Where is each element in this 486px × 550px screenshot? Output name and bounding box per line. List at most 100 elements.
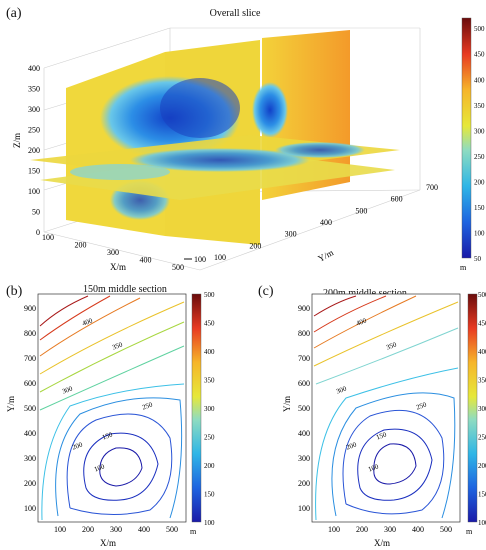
panel-c-x-ticks: 100 200 300 400 500 (328, 525, 452, 534)
panel-c-chart: 100 150 200 250 300 350 400 100 200 300 400 500 10… (282, 291, 486, 548)
panel-a-colorbar-tick: 350 (474, 102, 485, 110)
panel-b-contour-label: 350 (111, 340, 124, 351)
panel-b-y-ticks: 100 200 300 400 500 600 700 800 900 (24, 304, 36, 513)
panel-a-x-tick: 500 (172, 263, 184, 272)
panel-a-xlabel: X/m (110, 262, 126, 272)
panel-a-x-tick: 300 (107, 248, 119, 257)
panel-c-ylabel: Y/m (282, 396, 292, 412)
panel-b-contour-label: 100 (93, 462, 106, 473)
panel-a-colorbar-tick: 100 (474, 229, 485, 237)
panel-a-z-tick: 200 (28, 146, 40, 155)
panel-c-colorbar-tick: 300 (478, 405, 486, 413)
panel-a-y-ticks: 100 200 300 400 500 600 700 (214, 183, 438, 262)
panel-c-x-tick: 400 (412, 525, 424, 534)
panel-b-y-tick: 800 (24, 329, 36, 338)
panel-b-label: (b) (6, 284, 23, 299)
panel-a-z-tick: 300 (28, 105, 40, 114)
panel-b-y-tick: 500 (24, 404, 36, 413)
panel-c-colorbar-tick: 100 (478, 519, 486, 527)
panel-c-colorbar-tick: 250 (478, 434, 486, 442)
panel-a-colorbar-tick: 400 (474, 76, 485, 84)
panel-c-colorbar-tick: 350 (478, 377, 486, 385)
panel-b-contour-label: 150 (101, 430, 114, 441)
panel-c-y-tick: 100 (298, 504, 310, 513)
panel-b-colorbar-tick: 100 (204, 519, 215, 527)
panel-a-zlabel: Z/m (12, 133, 22, 148)
panel-a-z-tick: 0 (36, 228, 40, 237)
panel-c-y-tick: 700 (298, 354, 310, 363)
panel-c-y-tick: 400 (298, 429, 310, 438)
panel-c-y-tick: 300 (298, 454, 310, 463)
panel-b-contour-label: 250 (141, 400, 154, 411)
panel-b-colorbar-tick: 350 (204, 377, 215, 385)
panel-c-x-tick: 200 (356, 525, 368, 534)
panel-b-y-tick: 400 (24, 429, 36, 438)
panel-b-colorbar-tick: 200 (204, 462, 215, 470)
panel-c-colorbar (467, 293, 478, 523)
panel-a-z-tick: 100 (28, 187, 40, 196)
panel-b-x-ticks: 100 200 300 400 500 (54, 525, 178, 534)
panel-c-y-tick: 500 (298, 404, 310, 413)
panel-b-y-tick: 300 (24, 454, 36, 463)
panel-c-x-tick: 100 (328, 525, 340, 534)
panel-a-z-tick: 50 (32, 208, 40, 217)
panel-b-contour-label: 200 (71, 440, 84, 451)
panel-c-colorbar-tick: 200 (478, 462, 486, 470)
panel-a-y-tick: 300 (285, 230, 297, 239)
panel-b-chart: 100 150 200 250 300 350 400 100 200 300 400 500 10… (6, 291, 215, 548)
panel-a-colorbar-tick: 450 (474, 51, 485, 59)
panel-a-z-tick: 350 (28, 85, 40, 94)
panel-a-label: (a) (6, 6, 22, 21)
panel-b-colorbar-tick: 150 (204, 491, 215, 499)
panel-a-colorbar-tick: 150 (474, 204, 485, 212)
panel-a-chart: 0 50 100 150 200 250 300 350 400 100 200 300 400 500… (12, 17, 485, 272)
panel-c-colorbar-tick: 500 (478, 291, 486, 299)
panel-c-contour-label: 100 (367, 462, 380, 473)
panel-b-colorbar-tick: 450 (204, 320, 215, 328)
panel-a-y-tick: 400 (320, 218, 332, 227)
panel-a-z-tick: 150 (28, 167, 40, 176)
panel-a-y-tick: 100 (214, 253, 226, 262)
panel-c-colorbar-tick: 400 (478, 348, 486, 356)
panel-a-colorbar-tick: 500 (474, 25, 485, 33)
panel-c-y-tick: 900 (298, 304, 310, 313)
panel-c-contour-label: 200 (345, 440, 358, 451)
panel-a-y-tick: 600 (391, 195, 403, 204)
panel-a-z-tick: 250 (28, 126, 40, 135)
panel-a-colorbar (461, 17, 472, 259)
panel-a-x-tick: 400 (140, 256, 152, 265)
panel-a-colorbar-ticks: 50 100 150 200 250 300 350 400 450 500 (474, 25, 485, 263)
panel-a-y-tick: 200 (249, 241, 261, 250)
panel-b-contour-label: 400 (81, 316, 94, 327)
panel-b-contour-label: 300 (61, 384, 74, 395)
panel-b-x-tick: 400 (138, 525, 150, 534)
panel-a-x-tick: 100 (42, 233, 54, 242)
panel-b-title: 150m middle section (83, 284, 167, 295)
panel-b-x-tick: 500 (166, 525, 178, 534)
panel-b-colorbar-ticks: 100 150 200 250 300 350 400 450 500 (204, 291, 215, 527)
panel-c-y-tick: 600 (298, 379, 310, 388)
panel-b-y-tick: 900 (24, 304, 36, 313)
panel-b-ylabel: Y/m (6, 396, 16, 412)
panel-a-colorbar-unit: m (460, 263, 467, 272)
panel-c-x-tick: 300 (384, 525, 396, 534)
panel-a-colorbar-tick: 250 (474, 153, 485, 161)
panel-c-label: (c) (258, 284, 274, 299)
panel-b-colorbar-unit: m (190, 527, 197, 536)
panel-a-floating-label: 100 (194, 255, 206, 264)
panel-b-colorbar-tick: 400 (204, 348, 215, 356)
panel-c-y-tick: 800 (298, 329, 310, 338)
panel-b-xlabel: X/m (100, 538, 116, 548)
panel-c-contour-label: 300 (335, 384, 348, 395)
panel-a-title: Overall slice (209, 8, 261, 19)
panel-c-contour-labels: 100 150 200 250 300 350 400 (335, 316, 428, 473)
panel-c-xlabel: X/m (374, 538, 390, 548)
panel-a-y-tick: 700 (426, 183, 438, 192)
panel-c-y-tick: 200 (298, 479, 310, 488)
panel-c-colorbar-tick: 450 (478, 320, 486, 328)
panel-b-colorbar-tick: 250 (204, 434, 215, 442)
panel-b-colorbar (191, 293, 202, 523)
panel-c-x-tick: 500 (440, 525, 452, 534)
panel-b-colorbar-tick: 300 (204, 405, 215, 413)
panel-c-contour-label: 350 (385, 340, 398, 351)
